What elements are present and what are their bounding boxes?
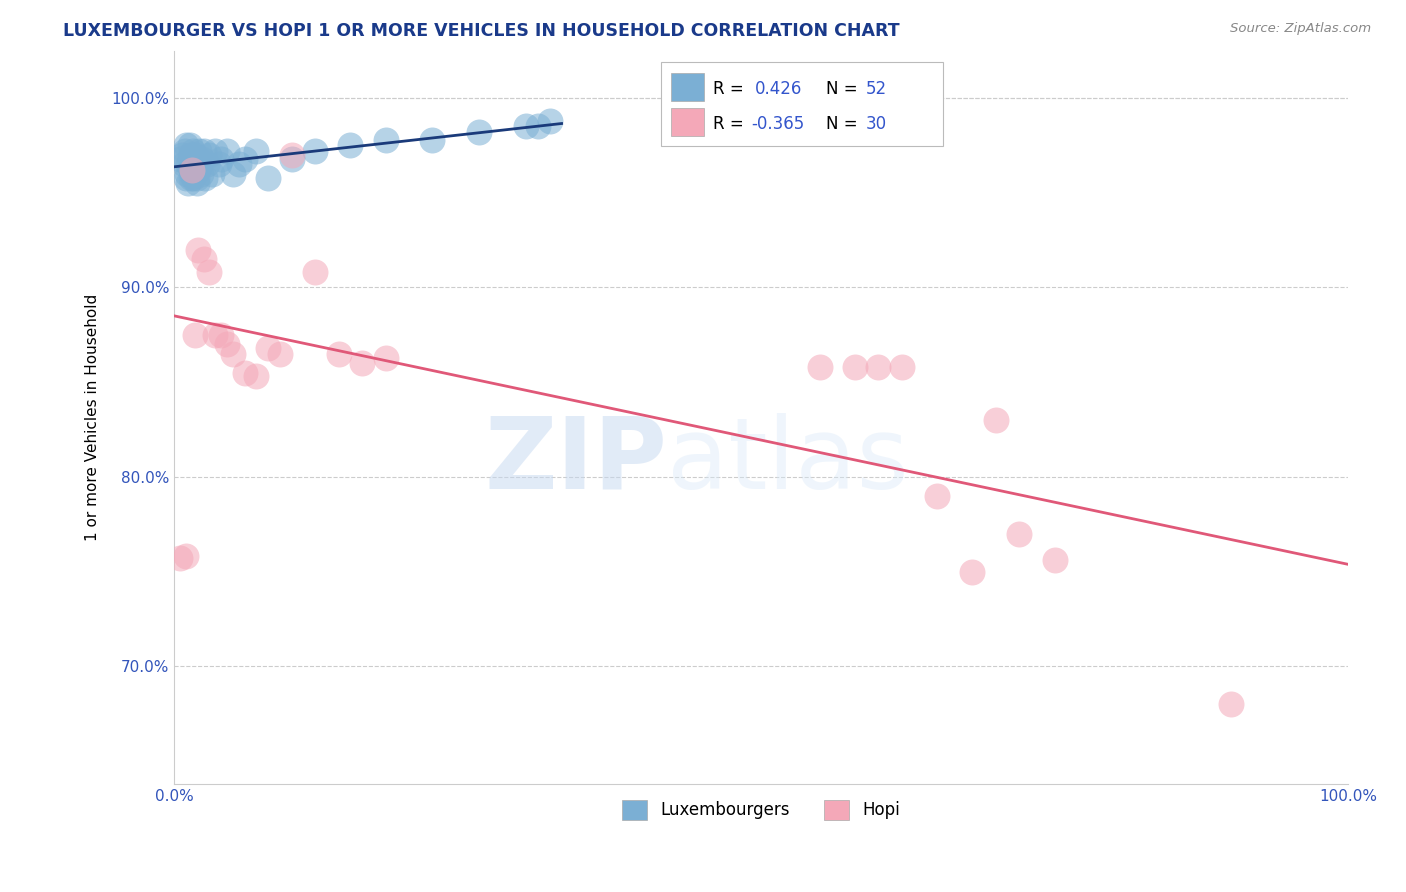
Point xyxy=(245,369,267,384)
Text: R =: R = xyxy=(713,79,749,98)
Point xyxy=(1043,553,1066,567)
Point xyxy=(184,327,207,342)
Text: R =: R = xyxy=(713,115,749,133)
Y-axis label: 1 or more Vehicles in Household: 1 or more Vehicles in Household xyxy=(86,293,100,541)
Point xyxy=(193,252,215,266)
Point xyxy=(233,366,256,380)
Point xyxy=(257,170,280,185)
Point xyxy=(527,120,550,134)
Point xyxy=(181,170,204,185)
Point xyxy=(186,170,208,185)
Point xyxy=(339,138,361,153)
Point xyxy=(179,138,201,153)
Point xyxy=(1219,697,1241,711)
Point xyxy=(194,170,217,185)
Point xyxy=(538,113,561,128)
Text: 52: 52 xyxy=(866,79,887,98)
Point xyxy=(183,157,205,171)
Point xyxy=(188,157,211,171)
Point xyxy=(422,133,444,147)
Text: LUXEMBOURGER VS HOPI 1 OR MORE VEHICLES IN HOUSEHOLD CORRELATION CHART: LUXEMBOURGER VS HOPI 1 OR MORE VEHICLES … xyxy=(63,22,900,40)
Text: atlas: atlas xyxy=(668,413,908,509)
Text: -0.365: -0.365 xyxy=(752,115,806,133)
Point xyxy=(201,167,224,181)
Point xyxy=(222,347,245,361)
Text: 0.426: 0.426 xyxy=(755,79,803,98)
Point xyxy=(328,347,350,361)
Point xyxy=(181,144,204,158)
Point xyxy=(352,356,374,370)
Point xyxy=(217,337,239,351)
Point xyxy=(190,167,212,181)
Point xyxy=(222,167,245,181)
Point xyxy=(204,327,226,342)
Point xyxy=(183,152,205,166)
Point xyxy=(187,163,209,178)
Point xyxy=(198,265,221,279)
Point xyxy=(174,170,197,185)
Point xyxy=(187,144,209,158)
Point xyxy=(184,167,207,181)
Legend: Luxembourgers, Hopi: Luxembourgers, Hopi xyxy=(616,793,907,827)
Point xyxy=(844,359,866,374)
Point xyxy=(515,120,537,134)
Point xyxy=(984,413,1007,427)
Point xyxy=(191,152,214,166)
Point xyxy=(180,163,202,178)
Point xyxy=(198,148,221,162)
Point xyxy=(187,152,209,166)
Point xyxy=(228,157,250,171)
Point xyxy=(269,347,291,361)
Point xyxy=(208,157,231,171)
Point xyxy=(177,176,200,190)
Point xyxy=(204,144,226,158)
Point xyxy=(187,243,209,257)
Point xyxy=(304,144,326,158)
Point xyxy=(374,133,396,147)
FancyBboxPatch shape xyxy=(671,72,703,101)
Point xyxy=(184,148,207,162)
Point xyxy=(180,170,202,185)
Text: N =: N = xyxy=(825,79,862,98)
Text: Source: ZipAtlas.com: Source: ZipAtlas.com xyxy=(1230,22,1371,36)
Point xyxy=(176,167,198,181)
Point xyxy=(245,144,267,158)
Point xyxy=(209,327,232,342)
Point xyxy=(195,157,218,171)
Text: ZIP: ZIP xyxy=(484,413,668,509)
Point xyxy=(172,148,194,162)
Point xyxy=(304,265,326,279)
Point xyxy=(280,148,302,162)
Point xyxy=(179,152,201,166)
Point xyxy=(173,157,195,171)
Point xyxy=(180,167,202,181)
Point xyxy=(962,565,984,579)
Point xyxy=(180,157,202,171)
Point xyxy=(174,138,197,153)
Point xyxy=(868,359,890,374)
Point xyxy=(186,176,208,190)
Point xyxy=(890,359,912,374)
Point xyxy=(180,148,202,162)
Text: 30: 30 xyxy=(866,115,887,133)
Point xyxy=(173,144,195,158)
Point xyxy=(169,152,191,166)
Point xyxy=(1008,526,1031,541)
Point xyxy=(174,549,197,564)
Point xyxy=(808,359,831,374)
Point xyxy=(280,152,302,166)
Point xyxy=(169,551,191,566)
Point xyxy=(257,341,280,355)
FancyBboxPatch shape xyxy=(661,62,943,146)
Point xyxy=(209,152,232,166)
Point xyxy=(468,125,491,139)
Point xyxy=(217,144,239,158)
Point xyxy=(374,351,396,365)
Point xyxy=(927,489,949,503)
Point xyxy=(233,152,256,166)
Point xyxy=(177,157,200,171)
Point xyxy=(193,144,215,158)
FancyBboxPatch shape xyxy=(671,108,703,136)
Text: N =: N = xyxy=(825,115,862,133)
